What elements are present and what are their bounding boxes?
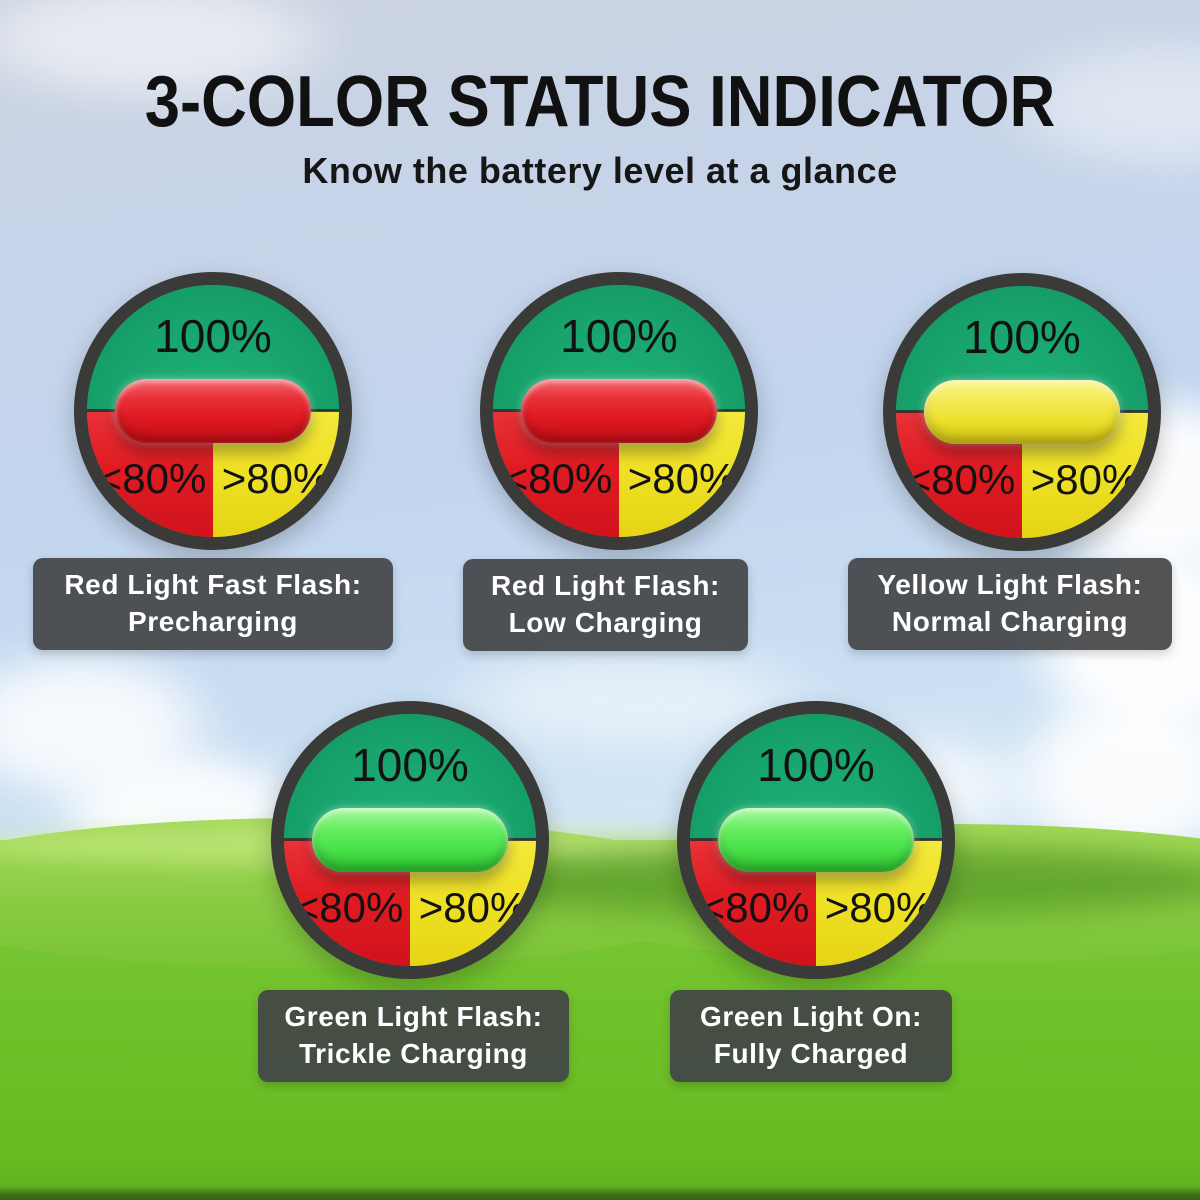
caption-fully-charged: Green Light On: Fully Charged <box>670 990 952 1082</box>
gauge-label-100: 100% <box>154 310 272 362</box>
gauge-label-100: 100% <box>757 739 875 791</box>
gauge-low-charging: 100% <80% >80% <box>480 272 758 550</box>
gauge-label-under80: <80% <box>700 884 810 931</box>
gauge-label-100: 100% <box>560 310 678 362</box>
led-pill-green-icon <box>312 808 508 872</box>
gauge-label-over80: >80% <box>824 884 934 931</box>
gauge-label-under80: <80% <box>294 884 404 931</box>
gauge-label-100: 100% <box>351 739 469 791</box>
caption-line2: Low Charging <box>508 606 703 638</box>
caption-normal-charging: Yellow Light Flash: Normal Charging <box>848 558 1172 650</box>
page-title: 3-COLOR STATUS INDICATOR <box>144 62 1056 142</box>
caption-line2: Trickle Charging <box>299 1037 528 1069</box>
gauge-fully-charged: 100% <80% >80% <box>677 701 955 979</box>
caption-line1: Green Light Flash: <box>284 1001 543 1032</box>
gauge-label-under80: <80% <box>503 455 613 502</box>
caption-line1: Red Light Flash: <box>491 570 720 601</box>
led-pill-red-icon <box>115 379 311 443</box>
gauge-label-over80: >80% <box>221 455 331 502</box>
caption-line1: Yellow Light Flash: <box>877 569 1143 600</box>
gauge-normal-charging: 100% <80% >80% <box>883 273 1161 551</box>
led-pill-yellow-icon <box>924 380 1120 444</box>
ground-edge <box>0 1186 1200 1200</box>
caption-line2: Precharging <box>128 605 298 637</box>
page-subtitle: Know the battery level at a glance <box>302 150 898 191</box>
caption-line1: Red Light Fast Flash: <box>64 569 362 600</box>
gauge-label-100: 100% <box>963 311 1081 363</box>
caption-trickle-charging: Green Light Flash: Trickle Charging <box>258 990 569 1082</box>
gauge-label-over80: >80% <box>418 884 528 931</box>
caption-line2: Normal Charging <box>891 605 1129 637</box>
caption-low-charging: Red Light Flash: Low Charging <box>463 559 748 651</box>
caption-line1: Green Light On: <box>699 1001 923 1032</box>
caption-precharging: Red Light Fast Flash: Precharging <box>33 558 393 650</box>
gauge-label-under80: <80% <box>97 455 207 502</box>
caption-line2: Fully Charged <box>713 1037 909 1069</box>
gauge-precharging: 100% <80% >80% <box>74 272 352 550</box>
led-pill-green-icon <box>718 808 914 872</box>
led-pill-red-icon <box>521 379 717 443</box>
gauge-label-under80: <80% <box>906 456 1016 503</box>
gauge-label-over80: >80% <box>627 455 737 502</box>
gauge-trickle-charging: 100% <80% >80% <box>271 701 549 979</box>
gauge-label-over80: >80% <box>1030 456 1140 503</box>
